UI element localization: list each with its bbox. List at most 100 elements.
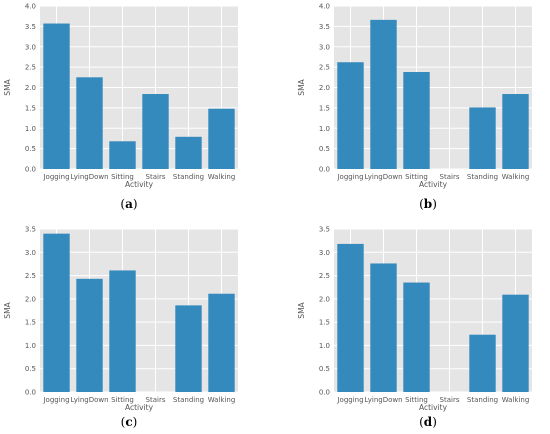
y-tick-label: 1.5 [25, 319, 36, 327]
x-tick-label: Sitting [405, 173, 428, 181]
y-tick-label: 1.0 [319, 342, 330, 350]
x-axis-title: Activity [419, 180, 448, 189]
y-tick-label: 0.5 [25, 365, 36, 373]
x-tick-label: Standing [173, 173, 204, 181]
y-tick-label: 0.0 [25, 166, 36, 174]
bar-lyingdown [76, 77, 103, 169]
x-axis-title: Activity [419, 403, 448, 412]
x-tick-label: Sitting [111, 396, 134, 404]
x-tick-label: Stairs [440, 396, 460, 404]
bar-sitting [403, 72, 430, 169]
subplot-caption-letter: a [125, 197, 133, 211]
x-tick-label: Standing [467, 173, 498, 181]
bar-lyingdown [370, 19, 397, 170]
y-tick-label: 3.5 [319, 226, 330, 234]
y-tick-label: 2.0 [25, 295, 36, 303]
plot-background [334, 229, 532, 392]
x-tick-label: Walking [208, 396, 236, 404]
subplot-b: 0.0 0.5 1.0 1.5 2.0 2.5 3.0 3.5 4.0 Jogging LyingD… [297, 3, 532, 211]
bar-jogging [337, 62, 364, 169]
y-tick-label: 1.5 [319, 104, 330, 112]
y-tick-label: 3.0 [319, 249, 330, 257]
bar-walking [208, 108, 235, 169]
bar-standing [469, 334, 496, 392]
bar-jogging [337, 243, 364, 392]
x-tick-label: Jogging [42, 173, 69, 181]
y-tick-label: 1.0 [25, 125, 36, 133]
bar-jogging [43, 233, 70, 392]
y-tick-label: 2.5 [319, 64, 330, 72]
y-tick-label: 2.0 [319, 84, 330, 92]
x-tick-label: Jogging [336, 396, 363, 404]
y-tick-label: 1.5 [319, 319, 330, 327]
x-axis-title: Activity [125, 403, 154, 412]
x-tick-label: Sitting [111, 173, 134, 181]
y-axis-title: SMA [297, 78, 306, 95]
x-tick-label: Jogging [42, 396, 69, 404]
y-tick-label: 2.0 [25, 84, 36, 92]
y-tick-label: 2.0 [319, 295, 330, 303]
x-tick-label: LyingDown [70, 396, 108, 404]
x-tick-label: Stairs [440, 173, 460, 181]
y-tick-label: 1.0 [319, 125, 330, 133]
x-tick-label: Walking [208, 173, 236, 181]
y-tick-label: 3.0 [319, 43, 330, 51]
subplot-caption: (b) [419, 197, 437, 211]
bar-walking [208, 293, 235, 392]
bar-standing [469, 107, 496, 169]
bar-standing [175, 305, 202, 392]
subplot-caption-letter: c [125, 415, 132, 429]
y-tick-label: 2.5 [25, 272, 36, 280]
y-tick-label: 4.0 [319, 3, 330, 11]
y-tick-label: 1.5 [25, 104, 36, 112]
x-tick-label: Jogging [336, 173, 363, 181]
x-tick-label: Walking [502, 396, 530, 404]
subplot-caption-letter: b [424, 197, 432, 211]
subplot-caption: (a) [120, 197, 137, 211]
y-tick-label: 3.5 [25, 226, 36, 234]
subplot-c: 0.0 0.5 1.0 1.5 2.0 2.5 3.0 3.5 Jogging LyingDown… [3, 226, 238, 429]
bar-walking [502, 94, 529, 169]
bar-lyingdown [76, 278, 103, 392]
y-tick-label: 1.0 [25, 342, 36, 350]
bar-standing [175, 136, 202, 169]
y-tick-label: 3.0 [25, 43, 36, 51]
bar-sitting [109, 270, 136, 392]
y-axis-title: SMA [3, 301, 12, 318]
y-tick-label: 0.0 [25, 389, 36, 397]
bar-sitting [109, 141, 136, 169]
subplot-caption-letter: d [424, 415, 433, 429]
x-tick-label: Walking [502, 173, 530, 181]
plot-background [40, 229, 238, 392]
x-axis-title: Activity [125, 180, 154, 189]
y-tick-label: 0.0 [319, 389, 330, 397]
y-tick-label: 3.0 [25, 249, 36, 257]
x-tick-label: Standing [467, 396, 498, 404]
y-tick-label: 0.0 [319, 166, 330, 174]
x-tick-label: Stairs [146, 173, 166, 181]
bar-sitting [403, 282, 430, 392]
y-axis-title: SMA [3, 78, 12, 95]
y-axis-title: SMA [297, 301, 306, 318]
y-tick-label: 0.5 [25, 145, 36, 153]
x-tick-label: Stairs [146, 396, 166, 404]
y-tick-label: 2.5 [319, 272, 330, 280]
y-tick-label: 0.5 [319, 145, 330, 153]
subplot-caption: (c) [121, 415, 138, 429]
x-tick-label: LyingDown [364, 173, 402, 181]
x-tick-label: LyingDown [70, 173, 108, 181]
subplot-a: 0.0 0.5 1.0 1.5 2.0 2.5 3.0 3.5 4.0 Jogging LyingD… [3, 3, 238, 211]
bar-lyingdown [370, 263, 397, 392]
subplot-d: 0.0 0.5 1.0 1.5 2.0 2.5 3.0 3.5 Jogging LyingDown… [297, 226, 532, 429]
x-tick-label: LyingDown [364, 396, 402, 404]
y-tick-label: 3.5 [25, 23, 36, 31]
x-tick-label: Standing [173, 396, 204, 404]
x-tick-label: Sitting [405, 396, 428, 404]
subplot-caption: (d) [419, 415, 437, 429]
y-tick-label: 4.0 [25, 3, 36, 11]
y-tick-label: 0.5 [319, 365, 330, 373]
y-tick-label: 3.5 [319, 23, 330, 31]
bar-jogging [43, 23, 70, 170]
bar-stairs [142, 94, 169, 169]
